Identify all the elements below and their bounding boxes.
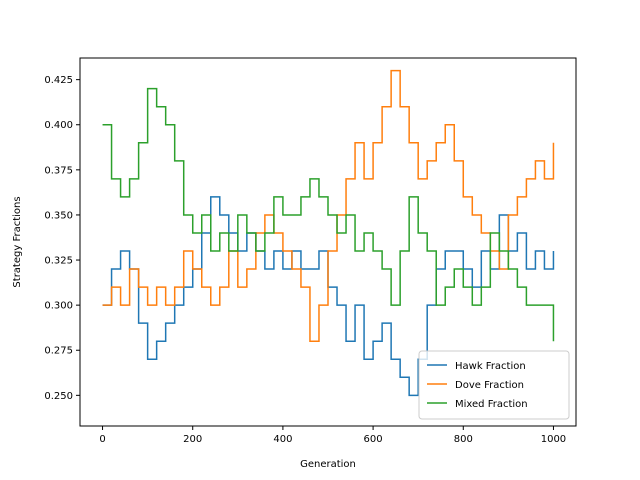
x-tick-label: 200 (183, 434, 202, 445)
y-tick-label: 0.250 (44, 391, 73, 402)
legend-box (418, 350, 570, 420)
legend-label: Mixed Fraction (455, 399, 528, 410)
x-tick-label: 0 (99, 434, 105, 445)
series-line-dove (102, 69, 555, 342)
y-axis: 0.250 0.275 0.300 0.325 0.350 0.375 0.400 0.425 (44, 75, 80, 402)
series-line-mixed (102, 87, 555, 342)
y-tick-label: 0.325 (44, 256, 73, 267)
y-tick-label: 0.275 (44, 346, 73, 357)
x-tick-label: 800 (454, 434, 473, 445)
plot-frame (79, 57, 577, 427)
y-tick-label: 0.375 (44, 165, 73, 176)
x-axis-label: Generation (300, 459, 356, 470)
x-tick-label: 1000 (541, 434, 566, 445)
y-tick-label: 0.425 (44, 75, 73, 86)
y-tick-label: 0.350 (44, 210, 73, 221)
series-layer (102, 69, 555, 397)
legend: Hawk Fraction Dove Fraction Mixed Fraction (418, 350, 570, 420)
x-axis: 0 200 400 600 800 1000 (99, 426, 566, 445)
x-tick-label: 600 (364, 434, 383, 445)
y-tick-label: 0.300 (44, 301, 73, 312)
y-tick-label: 0.400 (44, 120, 73, 131)
legend-label: Hawk Fraction (455, 361, 526, 372)
y-axis-label: Strategy Fractions (12, 196, 23, 287)
legend-label: Dove Fraction (455, 380, 524, 391)
x-tick-label: 400 (273, 434, 292, 445)
